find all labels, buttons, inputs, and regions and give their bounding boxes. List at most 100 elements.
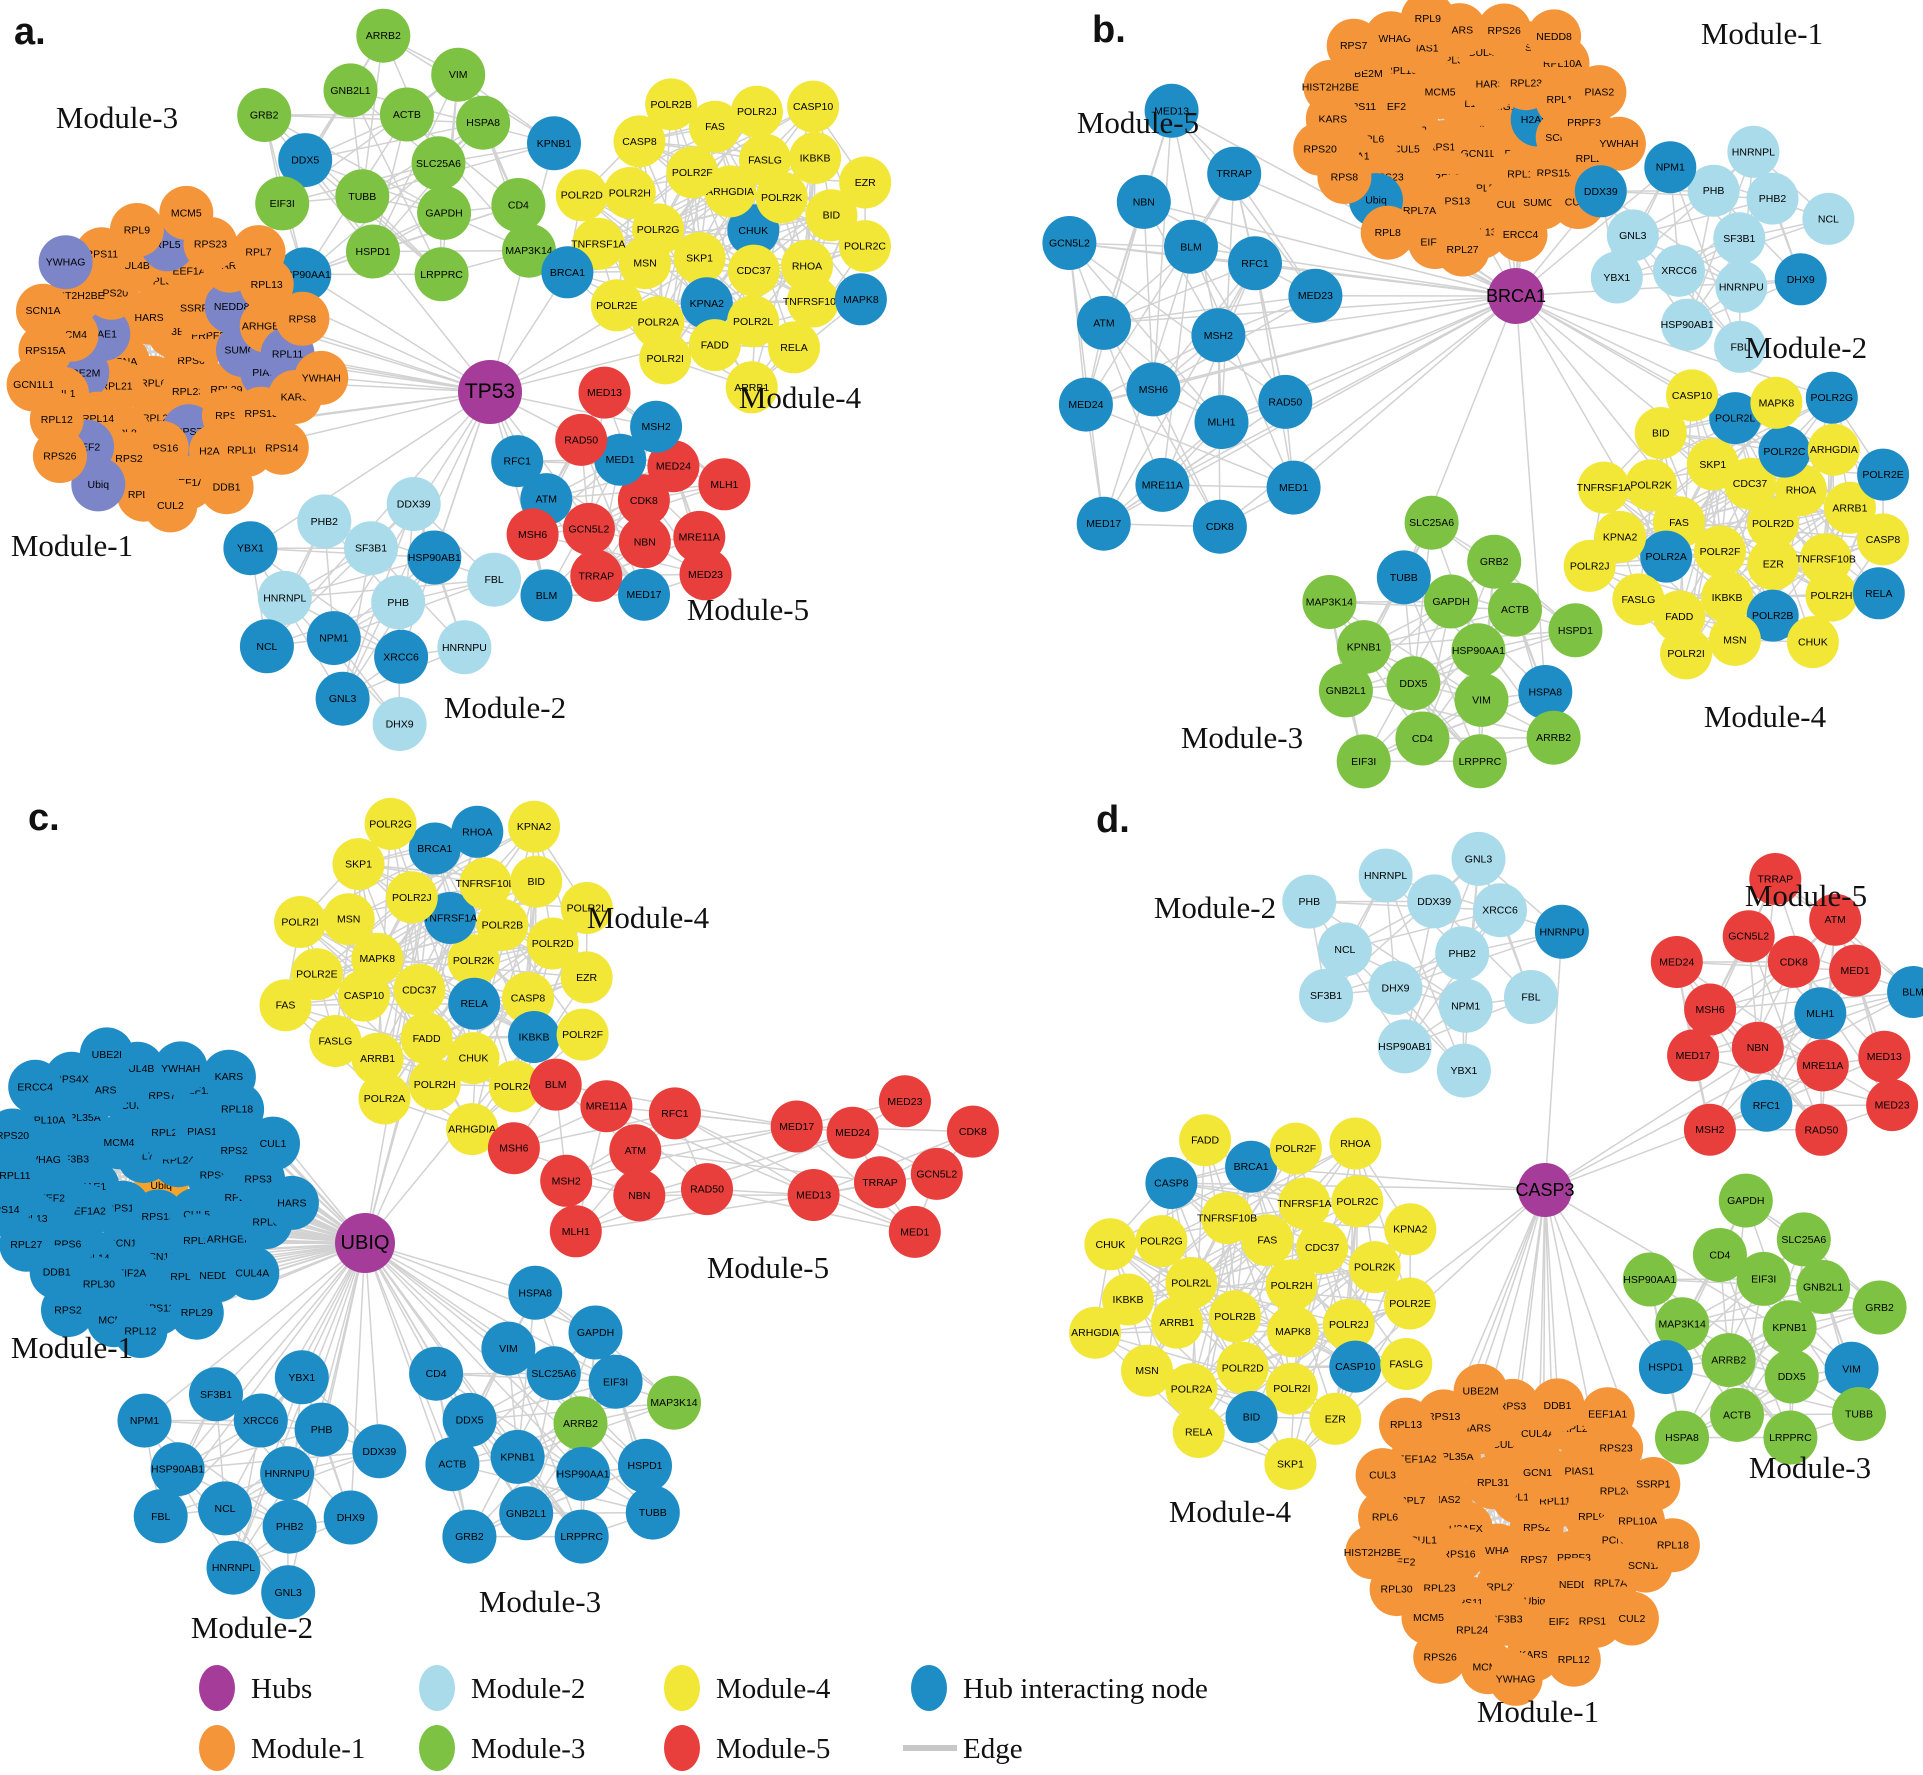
node-label: POLR2J — [1329, 1319, 1369, 1331]
node-label: RFC1 — [1241, 258, 1269, 270]
node-label: FASLG — [1389, 1359, 1423, 1371]
node-tubb — [335, 169, 390, 224]
nodes-layer: SLC25A6 TUBB ACTB GAPDH DDX5 HSPA8 HSPD1 GNB2L1… — [0, 0, 1923, 1706]
node-label: FAS — [1257, 1235, 1277, 1247]
node-label: MED17 — [626, 589, 661, 601]
node-faslg — [1612, 573, 1665, 626]
edge — [143, 1420, 235, 1569]
edge — [1649, 1278, 1793, 1378]
node-label: HSPA8 — [518, 1287, 552, 1299]
node-label: POLR2I — [1273, 1383, 1310, 1395]
node-fas — [1241, 1214, 1294, 1267]
hub-node-ubiq — [335, 1213, 395, 1273]
node-label: PHB — [311, 1424, 333, 1436]
node-label: VIM — [1842, 1363, 1861, 1375]
hub-node-tp53 — [458, 360, 522, 424]
node-blm — [1887, 966, 1923, 1018]
legend-label: Edge — [963, 1733, 1023, 1765]
edge — [1403, 577, 1481, 762]
node-rela — [448, 977, 501, 1030]
node-kpnb1 — [1337, 620, 1391, 675]
edge — [533, 826, 588, 978]
edge — [1085, 173, 1235, 406]
node-label: CDC37 — [737, 265, 772, 277]
node-label: MED1 — [1279, 482, 1308, 494]
node-arrb2 — [1526, 710, 1581, 765]
node-label: MED17 — [1086, 518, 1121, 530]
node-rps26 — [1413, 1629, 1468, 1684]
module-label: Module-5 — [1745, 878, 1867, 913]
node-atm — [1077, 295, 1131, 350]
node-faslg — [309, 1015, 362, 1067]
node-label: POLR2H — [1271, 1280, 1313, 1292]
node-label: MAPK8 — [1275, 1326, 1311, 1338]
node-label: IKBKB — [1113, 1294, 1144, 1306]
node-label: RPL23 — [1510, 78, 1542, 90]
node-med17 — [770, 1100, 823, 1153]
node-trrap — [570, 549, 623, 602]
node-label: ERCC4 — [17, 1081, 53, 1093]
node-label: RHOA — [1340, 1138, 1370, 1150]
node-phb — [1687, 164, 1740, 217]
node-label: FAS — [1669, 517, 1689, 529]
node-slc25a6 — [526, 1346, 581, 1401]
node-skp1 — [332, 838, 385, 891]
legend-label: Module-5 — [716, 1733, 830, 1765]
node-polr2d — [526, 917, 579, 970]
node-rps8 — [275, 291, 330, 346]
node-label: SF3B1 — [1310, 990, 1342, 1002]
node-label: UBE2M — [1463, 1385, 1499, 1397]
node-label: EIF3I — [603, 1376, 628, 1388]
node-label: HARS — [135, 312, 164, 324]
node-label: BLM — [536, 590, 558, 602]
node-label: POLR2B — [1214, 1311, 1255, 1323]
node-label: GRB2 — [1480, 556, 1509, 568]
node-cul2 — [143, 478, 198, 533]
node-hspa8 — [1655, 1410, 1709, 1465]
node-eif3i — [255, 176, 310, 231]
node-label: TNFRSF1A — [1577, 482, 1631, 494]
node-mlh1 — [1794, 987, 1847, 1040]
node-fadd — [688, 319, 741, 372]
edge — [316, 973, 436, 1085]
node-label: DHX9 — [386, 719, 414, 731]
node-polr2d — [1216, 1341, 1269, 1394]
node-tubb — [1376, 550, 1431, 605]
node-label: FASLG — [748, 154, 782, 166]
edge — [644, 262, 808, 267]
node-cd4 — [1395, 711, 1450, 766]
node-label: BRCA1 — [1234, 1161, 1269, 1173]
module-label: Module-1 — [1701, 16, 1823, 51]
node-rela — [768, 321, 820, 374]
edge — [639, 1131, 853, 1197]
node-casp8 — [1145, 1157, 1198, 1209]
node-label: FASLG — [318, 1036, 352, 1048]
node-eif3i — [1736, 1251, 1791, 1306]
node-label: MAPK8 — [843, 294, 879, 306]
node-casp8 — [502, 971, 554, 1024]
node-polr2e — [1857, 448, 1910, 501]
node-phb2 — [1435, 926, 1490, 981]
node-label: RPL35A — [1434, 1451, 1473, 1463]
node-label: RFC1 — [503, 456, 531, 468]
edge — [1103, 401, 1286, 525]
node-med23 — [1288, 268, 1343, 323]
legend-label: Module-4 — [716, 1673, 831, 1705]
node-xrcc6 — [233, 1393, 288, 1448]
node-tubb — [625, 1485, 680, 1540]
node-label: RPL29 — [181, 1307, 213, 1319]
edge — [1363, 691, 1546, 763]
node-label: FASLG — [1621, 594, 1655, 606]
edge — [1103, 262, 1256, 324]
hub-edge — [1544, 1189, 1667, 1368]
node-fbl — [133, 1489, 188, 1544]
node-label: ARRB1 — [1832, 502, 1867, 514]
hub-edge — [489, 391, 548, 596]
node-label: RELA — [780, 342, 807, 354]
node-label: POLR2D — [1752, 518, 1794, 530]
hub-edge — [232, 1242, 366, 1568]
hub-edge — [1354, 1189, 1546, 1368]
node-label: RPS16 — [1442, 1548, 1475, 1560]
edge — [1600, 190, 1742, 288]
node-label: MCM5 — [1413, 1612, 1444, 1624]
